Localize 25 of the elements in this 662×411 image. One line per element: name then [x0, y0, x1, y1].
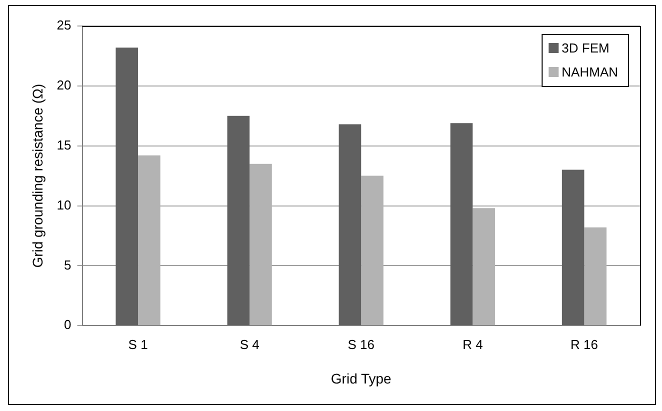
y-tick-label: 10	[56, 197, 72, 212]
x-tick-label: R 16	[570, 336, 598, 352]
legend-label: NAHMAN	[562, 64, 618, 80]
x-tick-label: S 16	[348, 336, 375, 352]
y-axis-title: Grid grounding resistance (Ω)	[29, 84, 46, 268]
bar	[562, 170, 584, 326]
y-tick-label: 0	[64, 317, 72, 332]
x-axis-title: Grid Type	[330, 370, 392, 386]
y-tick-label: 15	[56, 137, 72, 152]
x-tick-label: R 4	[462, 336, 483, 352]
y-tick-label: 20	[56, 78, 72, 92]
x-tick-label: S 1	[128, 336, 148, 352]
bar	[361, 176, 384, 326]
bar	[584, 227, 607, 326]
bar	[338, 124, 362, 326]
legend-label: 3D FEM	[562, 40, 610, 56]
y-tick-label: 25	[56, 18, 72, 33]
bar	[138, 155, 160, 326]
y-tick-label: 5	[64, 257, 72, 272]
bar	[227, 116, 250, 326]
bar	[250, 164, 272, 326]
bar	[472, 208, 495, 326]
bar	[116, 48, 138, 326]
bar	[450, 123, 473, 326]
x-tick-label: S 4	[240, 336, 260, 352]
